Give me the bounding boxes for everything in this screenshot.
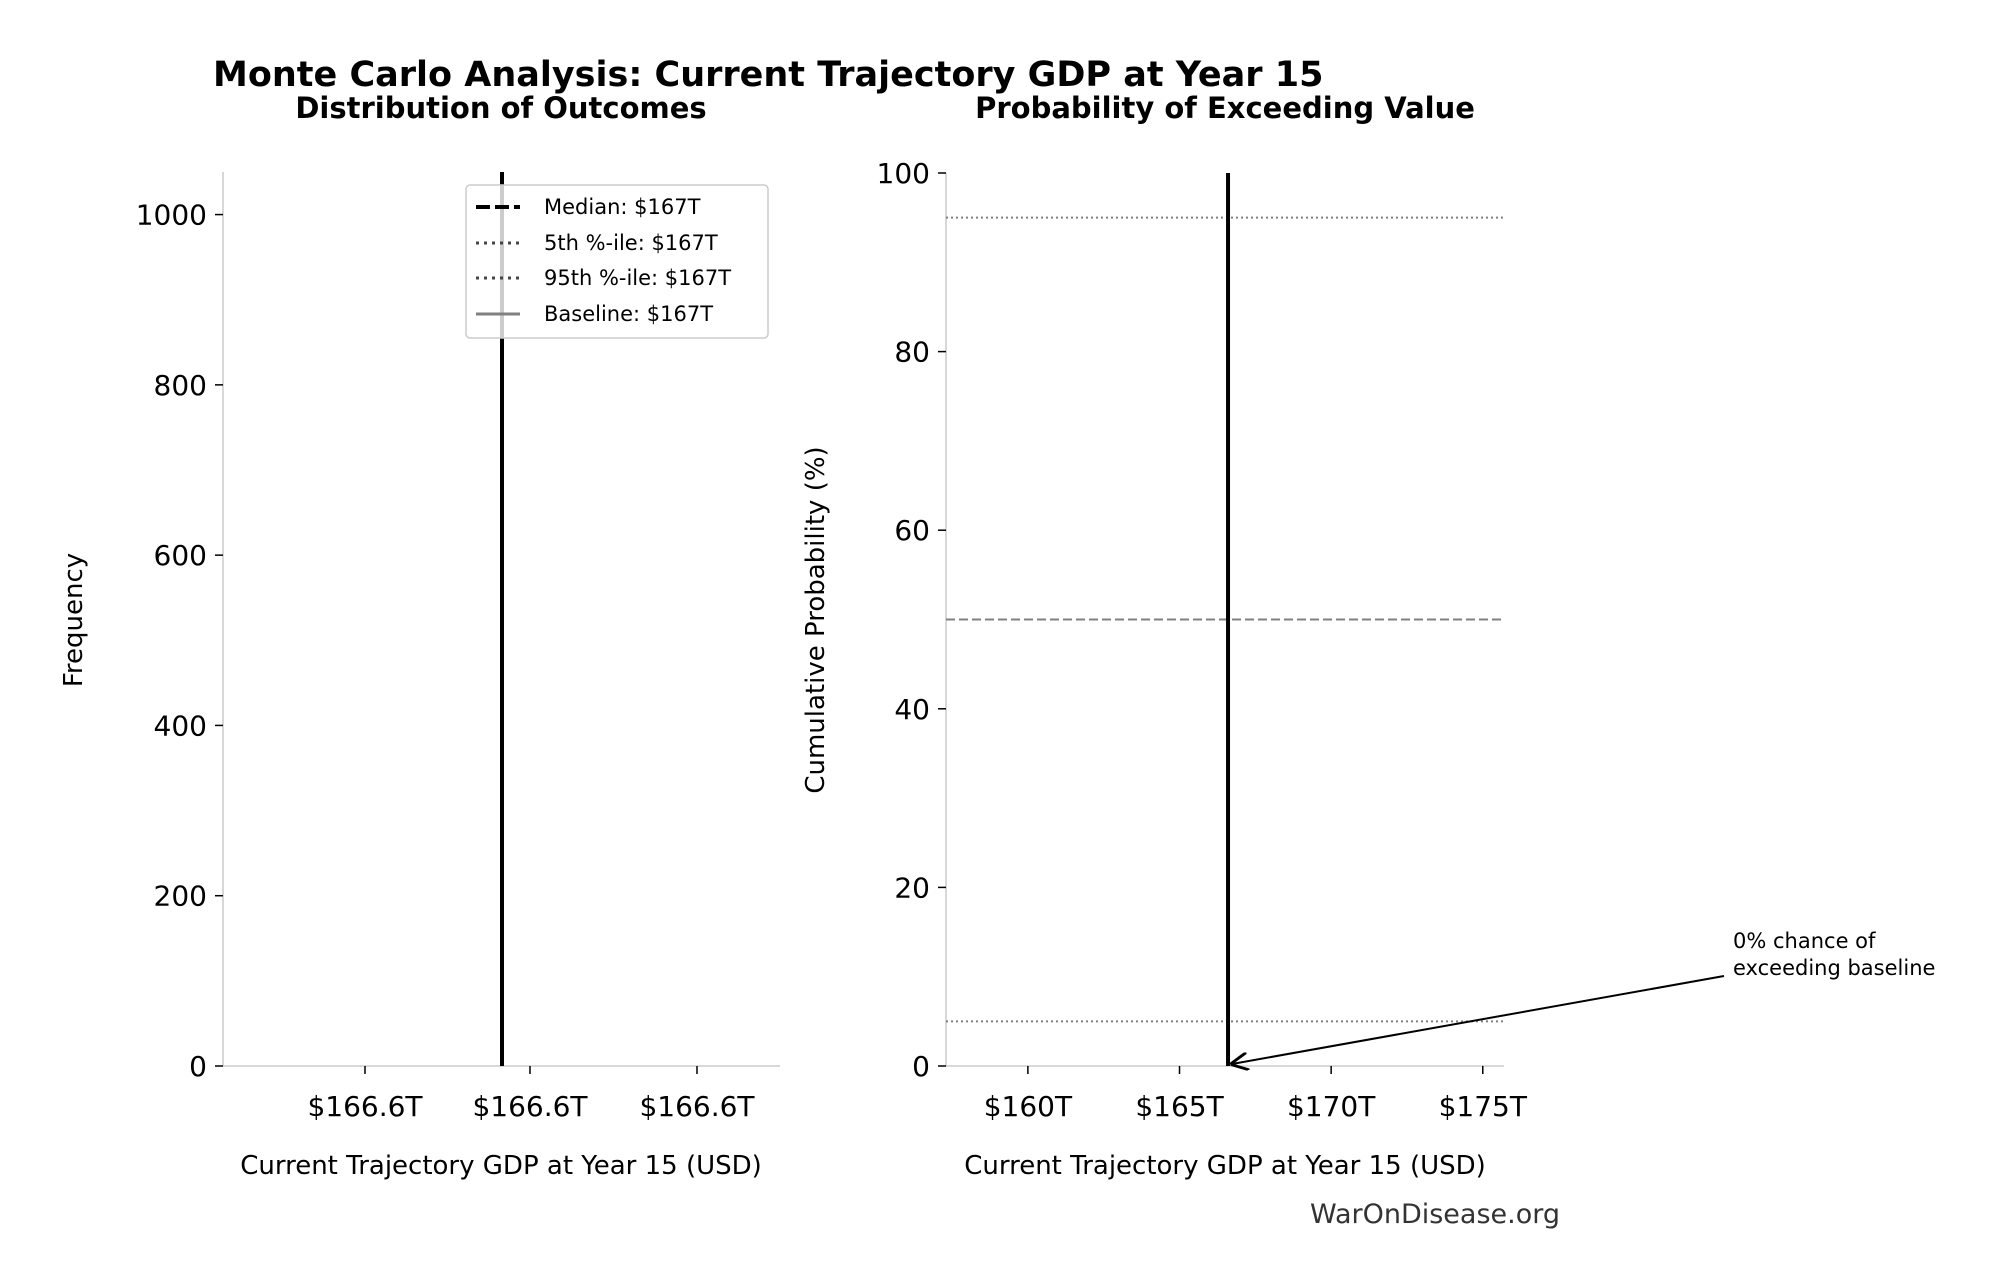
legend-p5-label: 5th %-ile: $167T — [544, 231, 718, 255]
legend: Median: $167T 5th %-ile: $167T 95th %-il… — [465, 184, 769, 339]
y-tick-label: 40 — [894, 693, 930, 726]
y-tick-label: 0 — [189, 1050, 207, 1083]
x-tick-label: $166.6T — [472, 1090, 588, 1123]
x-tick-label: $170T — [1287, 1090, 1376, 1123]
right-chart-title: Probability of Exceeding Value — [975, 91, 1475, 125]
left-chart: 0 200 400 600 800 1000 $166.6T $166.6T $166.6T — [136, 172, 780, 1123]
x-tick-label: $166.6T — [639, 1090, 755, 1123]
y-tick-label: 800 — [154, 369, 207, 402]
x-tick-label: $166.6T — [307, 1090, 423, 1123]
y-tick-label: 400 — [154, 709, 207, 742]
left-x-axis-label: Current Trajectory GDP at Year 15 (USD) — [240, 1151, 762, 1181]
annotation-line-2: exceeding baseline — [1733, 956, 1935, 980]
y-tick-label: 80 — [894, 336, 930, 369]
annotation-arrow — [1232, 975, 1725, 1064]
right-x-axis-label: Current Trajectory GDP at Year 15 (USD) — [964, 1151, 1486, 1181]
legend-box — [465, 184, 769, 339]
legend-baseline-label: Baseline: $167T — [544, 302, 713, 326]
legend-p95-label: 95th %-ile: $167T — [544, 266, 731, 290]
y-tick-label: 20 — [894, 871, 930, 904]
left-chart-title: Distribution of Outcomes — [295, 91, 706, 125]
watermark: WarOnDisease.org — [1310, 1199, 1560, 1230]
annotation-line-1: 0% chance of — [1733, 929, 1876, 953]
figure-title: Monte Carlo Analysis: Current Trajectory… — [213, 55, 1323, 95]
y-tick-label: 1000 — [136, 199, 207, 232]
y-tick-label: 100 — [877, 157, 930, 190]
x-tick-label: $165T — [1135, 1090, 1224, 1123]
right-chart: 0 20 40 60 80 100 $160T $165T $170T $175T — [877, 157, 1528, 1123]
right-y-axis-label: Cumulative Probability (%) — [801, 446, 831, 793]
y-tick-label: 0 — [912, 1050, 930, 1083]
x-tick-label: $175T — [1439, 1090, 1528, 1123]
y-tick-label: 60 — [894, 514, 930, 547]
legend-median-label: Median: $167T — [544, 195, 701, 219]
y-tick-label: 600 — [154, 539, 207, 572]
x-tick-label: $160T — [984, 1090, 1073, 1123]
y-tick-label: 200 — [154, 880, 207, 913]
left-y-axis-label: Frequency — [59, 553, 89, 687]
